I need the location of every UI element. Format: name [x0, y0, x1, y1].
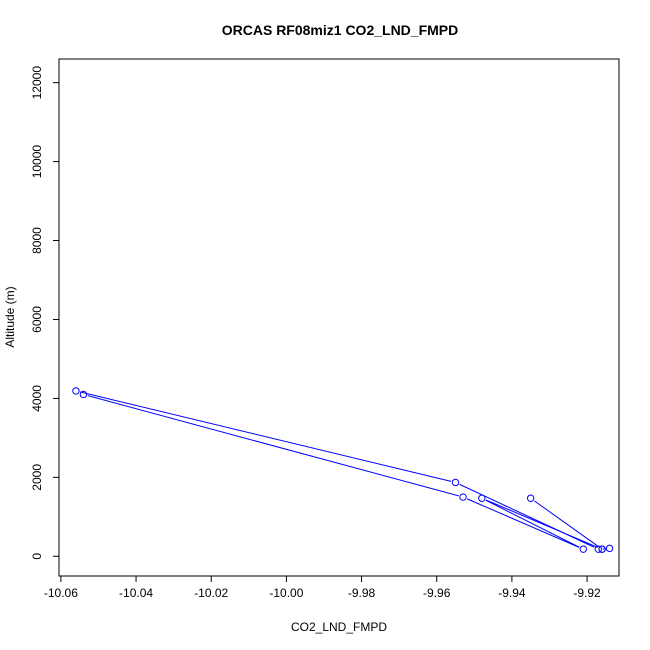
series-layer	[72, 387, 614, 553]
series-segment	[485, 499, 599, 548]
y-tick-label: 0	[30, 553, 44, 560]
series-segment	[466, 498, 580, 548]
y-tick-label: 8000	[30, 227, 44, 254]
data-point	[594, 545, 603, 553]
data-point	[526, 494, 535, 502]
y-tick-label: 12000	[30, 66, 44, 100]
plot-frame	[58, 58, 620, 577]
x-tick-label: -10.06	[44, 586, 78, 600]
x-tick-label: -9.94	[498, 586, 526, 600]
series-segment	[534, 500, 599, 547]
data-point	[451, 478, 460, 487]
data-point	[79, 390, 88, 399]
data-point	[605, 544, 614, 553]
data-point	[459, 493, 467, 501]
series-segment	[459, 483, 595, 548]
series-segment	[87, 395, 459, 497]
data-point	[579, 545, 587, 553]
y-axis: 0 2000 4000 6000 8000 10000 12000	[30, 66, 60, 560]
y-tick-label: 2000	[30, 464, 44, 491]
x-tick-label: -10.00	[269, 586, 303, 600]
x-tick-label: -10.04	[119, 586, 153, 600]
y-axis-label: Altitude (m)	[3, 286, 17, 347]
chart-title: ORCAS RF08miz1 CO2_LND_FMPD	[222, 22, 459, 38]
x-tick-label: -9.98	[348, 586, 376, 600]
data-point	[72, 387, 80, 395]
y-tick-label: 4000	[30, 385, 44, 412]
data-point	[478, 494, 486, 502]
data-point	[598, 545, 606, 553]
y-tick-label: 6000	[30, 306, 44, 333]
series-segment	[80, 391, 452, 482]
x-tick-label: -9.92	[573, 586, 601, 600]
series-segment	[485, 499, 580, 548]
y-tick-label: 10000	[30, 145, 44, 179]
x-tick-label: -9.96	[423, 586, 451, 600]
x-axis: -10.06 -10.04 -10.02 -10.00 -9.98 -9.96 -9.94 -…	[44, 575, 601, 600]
x-axis-label: CO2_LND_FMPD	[291, 620, 387, 634]
x-tick-label: -10.02	[194, 586, 228, 600]
